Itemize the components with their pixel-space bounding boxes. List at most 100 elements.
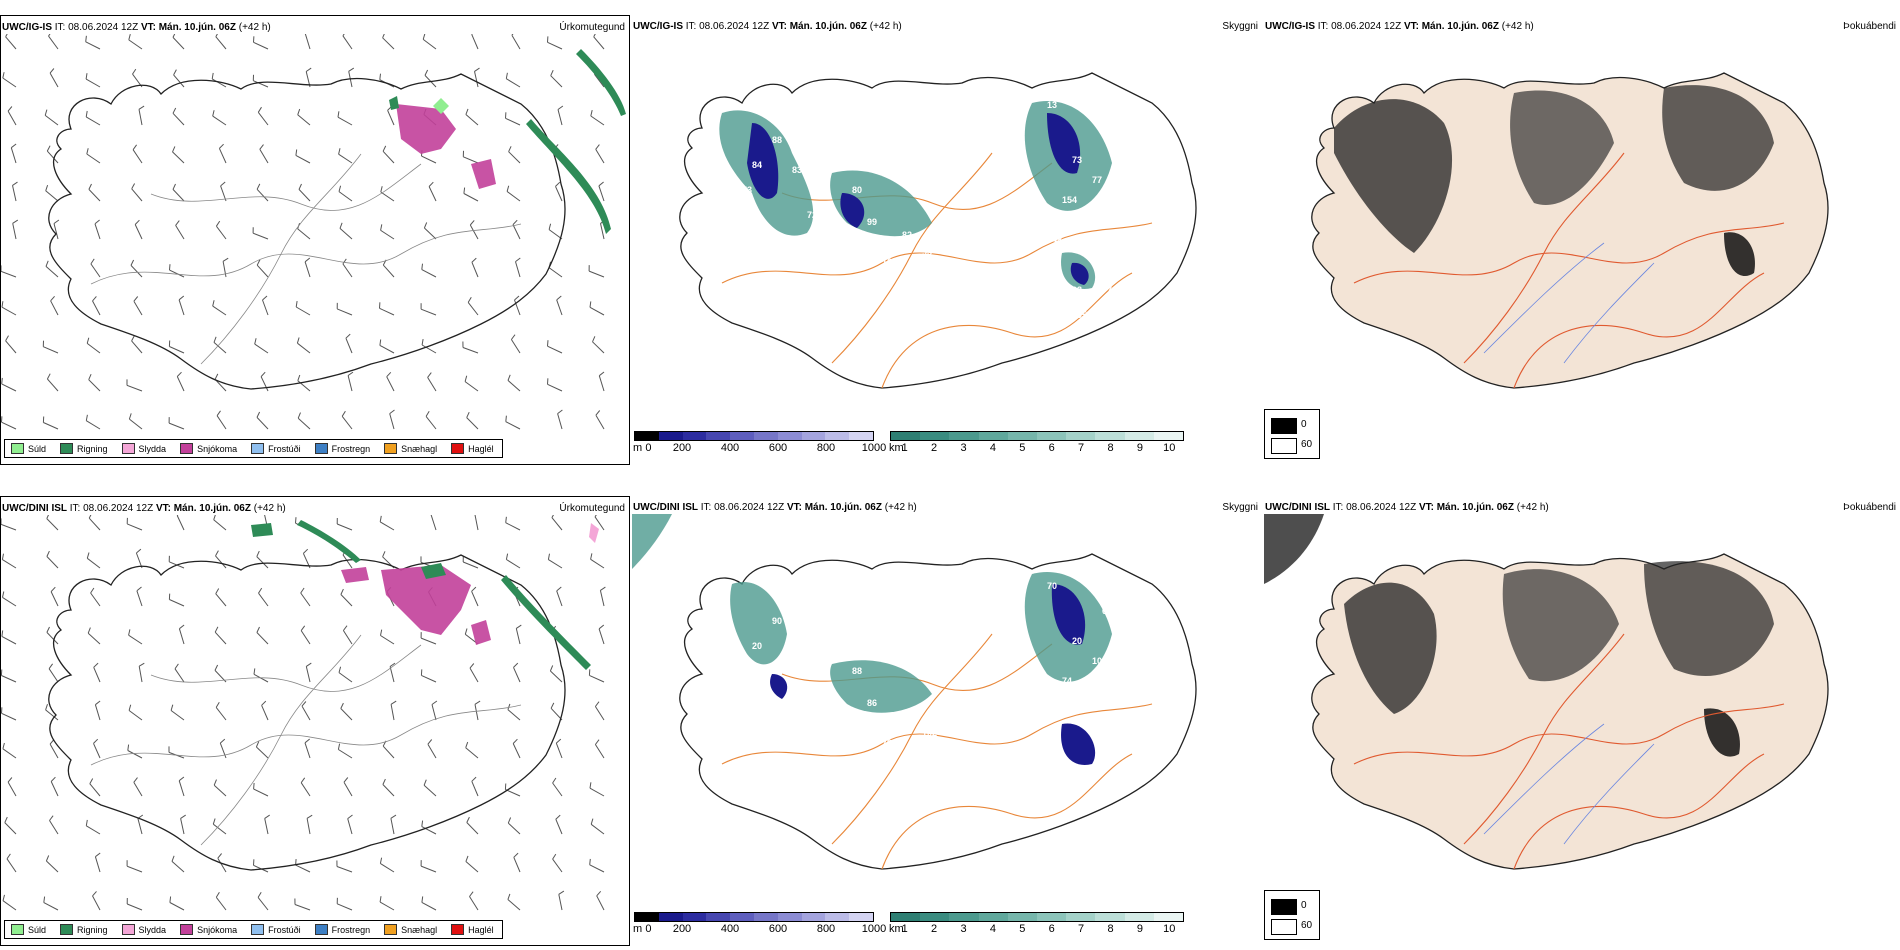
cloud-base-label: 102 — [922, 728, 937, 738]
wind-barb — [382, 784, 395, 797]
wind-barb — [2, 900, 17, 911]
wind-barb — [594, 73, 605, 88]
wind-barb — [342, 35, 353, 50]
wind-barb-feather — [304, 257, 311, 263]
wind-barb — [556, 590, 563, 607]
wind-barb — [338, 672, 353, 683]
precip-type-legend: Súld Rigning Slydda Snjókoma Frostúði Frostre… — [4, 920, 503, 939]
wind-barb — [505, 789, 521, 797]
colorbar-cell — [682, 432, 707, 440]
legend-swatch — [384, 924, 398, 935]
colorbar-tick: 200 — [672, 923, 692, 935]
wind-barb-feather — [595, 144, 600, 150]
cloud-base-label: 92 — [802, 235, 812, 245]
wind-barb-feather — [547, 553, 550, 560]
wind-barb — [466, 822, 479, 835]
colorbar-cell — [777, 432, 802, 440]
iceland-outline — [48, 554, 566, 871]
wind-barb — [127, 523, 143, 531]
cloud-base-label: 86 — [867, 698, 877, 708]
wind-barb — [304, 34, 311, 50]
wind-barb — [264, 818, 269, 835]
wind-barb-feather — [4, 816, 8, 823]
cloud-base-label: 73 — [742, 185, 752, 195]
wind-barb — [171, 861, 185, 873]
wind-barb — [304, 742, 311, 759]
wind-barb — [386, 376, 395, 392]
wind-barb-feather — [256, 550, 260, 557]
wind-barb-feather — [127, 744, 130, 751]
colorbar-cell — [978, 913, 1008, 921]
wind-barb-feather — [130, 259, 135, 266]
wind-barb — [428, 186, 437, 202]
legend-item: Frostúði — [251, 924, 301, 935]
cloud-base-label: 13 — [1047, 100, 1057, 110]
road-network — [721, 633, 1153, 870]
colorbar-tick: 800 — [816, 442, 836, 454]
wind-barb-feather — [505, 72, 508, 79]
wind-barb — [294, 904, 311, 911]
wind-barb — [464, 381, 479, 392]
wind-barb-feather — [596, 890, 602, 897]
wind-barb-feather — [304, 738, 311, 744]
colorbar-cell — [1037, 432, 1067, 440]
wind-barb — [213, 342, 227, 354]
wind-barb — [420, 637, 437, 645]
wind-barb — [131, 188, 143, 202]
wind-barb-feather — [261, 700, 267, 706]
low-visibility-areas — [719, 101, 1112, 289]
wind-barb — [46, 556, 59, 569]
wind-barb-feather — [464, 375, 468, 382]
wind-barb — [379, 521, 395, 531]
wind-barb-feather — [212, 818, 216, 825]
colorbar-tick: 400 — [720, 442, 740, 454]
wind-barb-feather — [215, 220, 221, 227]
wind-barb — [222, 261, 227, 278]
wind-barb-feather — [380, 186, 383, 193]
wind-barb — [507, 899, 521, 911]
wind-barb — [343, 781, 353, 797]
wind-barb — [297, 228, 311, 240]
wind-barb-feather — [253, 668, 256, 675]
wind-barb-feather — [90, 587, 95, 594]
colorbar-tick: 5 — [1019, 442, 1026, 454]
wind-barb — [50, 591, 59, 607]
road-network — [90, 153, 522, 365]
wind-barb — [598, 375, 605, 392]
wind-barb — [380, 191, 395, 202]
wind-barb — [551, 517, 563, 531]
panel-header: UWC/DINI ISL IT: 08.06.2024 12Z VT: Mán.… — [2, 503, 286, 514]
wind-barb — [550, 670, 563, 683]
wind-barb-feather — [172, 107, 177, 114]
wind-barb-feather — [300, 625, 306, 631]
wind-barb-feather — [6, 853, 11, 860]
legend-label: Haglél — [468, 924, 494, 935]
panel-header: UWC/DINI ISL IT: 08.06.2024 12Z VT: Mán.… — [633, 502, 917, 513]
wind-barb-feather — [297, 412, 301, 419]
wind-barb-feather — [431, 700, 438, 705]
wind-barb-feather — [508, 146, 512, 152]
wind-barb — [338, 153, 353, 164]
colorbar-unit: m — [633, 442, 643, 454]
legend-swatch — [121, 924, 135, 935]
wind-barb-feather — [45, 260, 49, 267]
colorbar-cell — [1124, 432, 1154, 440]
wind-barb — [304, 261, 311, 278]
wind-barb-feather — [590, 109, 593, 117]
colorbar-tick: 6 — [1048, 923, 1055, 935]
cloud-base-label: 100 — [1092, 656, 1107, 666]
wind-barb — [129, 418, 143, 430]
wind-barb-feather — [600, 586, 606, 591]
visibility-panel-row2: UWC/DINI ISL IT: 08.06.2024 12Z VT: Mán.… — [632, 496, 1262, 946]
wind-barb — [347, 375, 353, 392]
fog-key-swatch — [1271, 418, 1297, 434]
wind-barb — [380, 863, 395, 873]
legend-label: Frostúði — [268, 443, 301, 454]
wind-barb — [44, 115, 59, 126]
wind-barb — [133, 782, 143, 797]
wind-barb — [506, 78, 521, 88]
panel-title: Þokuábendi — [1843, 502, 1896, 513]
panel-header: UWC/DINI ISL IT: 08.06.2024 12Z VT: Mán.… — [1265, 502, 1549, 513]
wind-barb — [212, 115, 227, 126]
wind-barb — [557, 109, 563, 126]
